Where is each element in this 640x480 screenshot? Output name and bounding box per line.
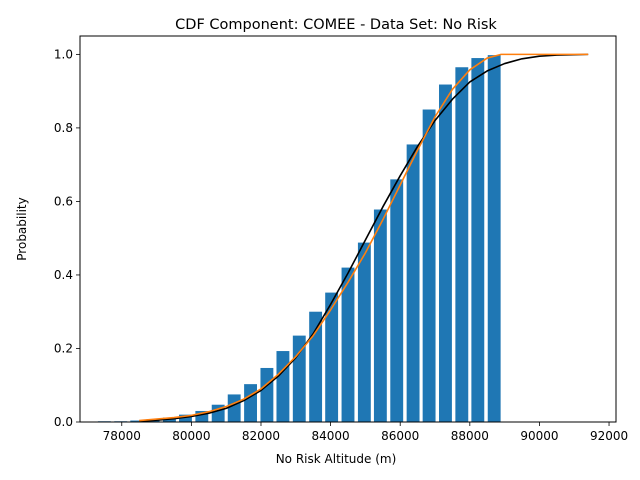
chart-title: CDF Component: COMEE - Data Set: No Risk bbox=[175, 17, 497, 33]
cdf-line-1 bbox=[139, 53, 589, 423]
x-tick-label: 88000 bbox=[451, 429, 489, 443]
bar bbox=[422, 109, 436, 423]
y-tick-label: 0.2 bbox=[54, 341, 73, 355]
bar bbox=[309, 311, 323, 422]
bar bbox=[179, 414, 192, 422]
bar bbox=[390, 179, 404, 422]
cdf-line-2 bbox=[139, 53, 589, 422]
bar bbox=[357, 242, 371, 422]
x-axis-ticks: 78000 80000 82000 84000 86000 88000 90000 92000 bbox=[103, 422, 628, 443]
lines-layer bbox=[139, 53, 589, 423]
y-tick-label: 0.6 bbox=[54, 194, 73, 208]
x-tick-label: 80000 bbox=[172, 429, 210, 443]
x-tick-label: 84000 bbox=[312, 429, 350, 443]
bar bbox=[260, 367, 274, 422]
bar bbox=[341, 267, 355, 422]
bar bbox=[227, 394, 241, 422]
x-tick-label: 82000 bbox=[242, 429, 280, 443]
bar bbox=[471, 58, 485, 423]
y-tick-label: 0.4 bbox=[54, 268, 73, 282]
bar bbox=[455, 67, 469, 422]
bar bbox=[195, 410, 209, 422]
x-tick-label: 86000 bbox=[381, 429, 419, 443]
bar bbox=[130, 420, 144, 422]
bar bbox=[439, 84, 452, 422]
y-tick-label: 0.0 bbox=[54, 415, 73, 429]
bar bbox=[373, 209, 387, 422]
y-tick-label: 0.8 bbox=[54, 121, 73, 135]
bar bbox=[244, 384, 257, 422]
bar bbox=[276, 351, 290, 422]
bar bbox=[487, 55, 501, 423]
bar bbox=[292, 335, 306, 422]
bar bbox=[406, 144, 420, 422]
y-tick-label: 1.0 bbox=[54, 47, 73, 61]
bar bbox=[325, 292, 339, 422]
y-axis-label: Probability bbox=[15, 197, 29, 260]
x-tick-label: 78000 bbox=[103, 429, 141, 443]
x-tick-label: 92000 bbox=[590, 429, 628, 443]
x-tick-label: 90000 bbox=[520, 429, 558, 443]
bars-layer bbox=[97, 55, 501, 423]
y-axis-ticks: 0.0 0.2 0.4 0.6 0.8 1.0 bbox=[54, 47, 80, 429]
x-axis-label: No Risk Altitude (m) bbox=[276, 452, 397, 466]
plot-frame bbox=[79, 35, 617, 423]
